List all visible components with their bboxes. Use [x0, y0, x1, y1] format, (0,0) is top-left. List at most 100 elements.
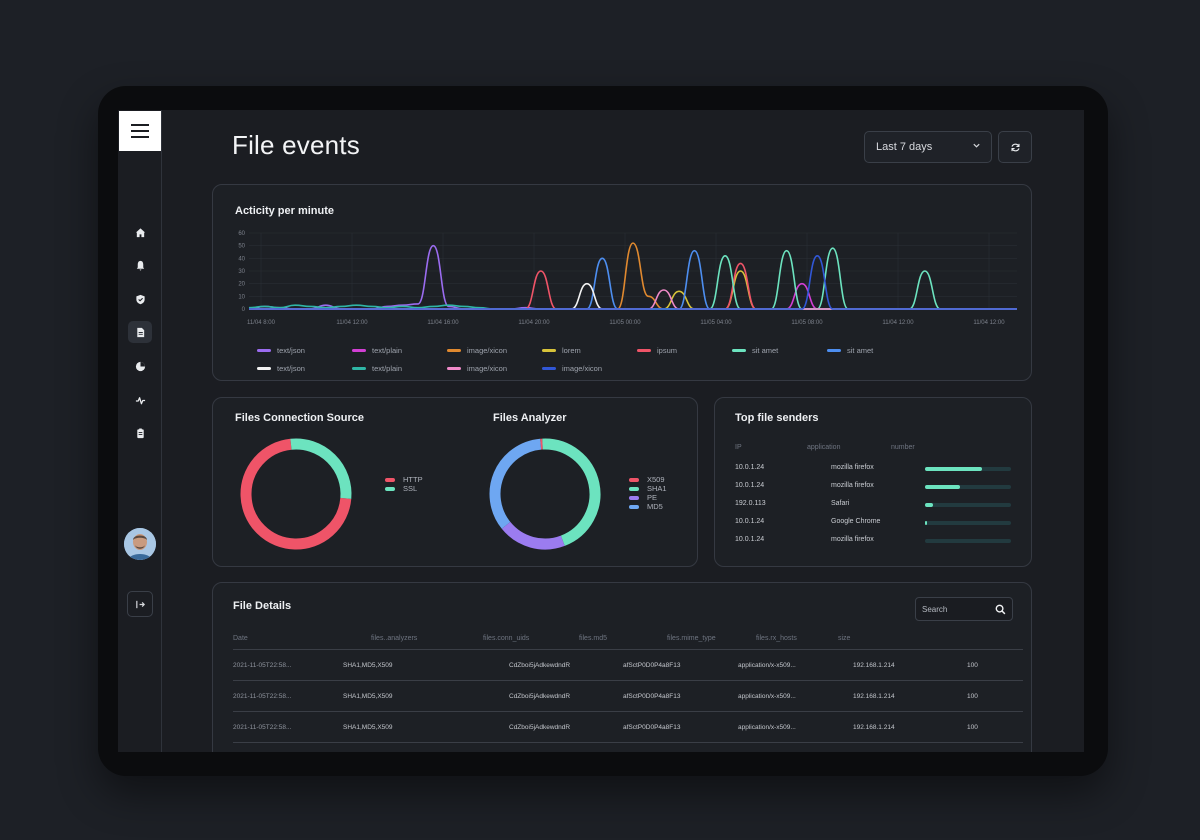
- sender-ip: 192.0.113: [735, 500, 766, 507]
- legend-item[interactable]: SHA1: [629, 484, 667, 493]
- legend-item[interactable]: SSL: [385, 484, 423, 493]
- activity-card: Acticity per minute 0 10 20 30 40 50 60 11/04 8…: [212, 184, 1032, 381]
- legend-item[interactable]: HTTP: [385, 475, 423, 484]
- cell-mime-type: application/x-x509...: [738, 693, 796, 700]
- legend-swatch: [637, 348, 651, 352]
- cell-date: 2021-11-05T22:58...: [233, 693, 292, 700]
- column-header-size[interactable]: size: [838, 635, 851, 642]
- legend-swatch: [629, 477, 639, 482]
- sidebar-item-activity[interactable]: [128, 389, 152, 411]
- column-header-rx-hosts[interactable]: files.rx_hosts: [756, 635, 797, 642]
- donut-slice-http[interactable]: [240, 438, 352, 550]
- x-tick-label: 11/05 04:00: [700, 320, 732, 326]
- donut-slice-pe[interactable]: [501, 521, 565, 550]
- legend-swatch: [447, 348, 461, 352]
- cell-date: 2021-11-05T22:58...: [233, 724, 292, 731]
- cell-rx-hosts: 192.168.1.214: [853, 693, 895, 700]
- hamburger-menu-icon[interactable]: [119, 111, 161, 151]
- sender-row[interactable]: 10.0.1.24 mozilla firefox: [735, 479, 1015, 497]
- sender-application: Google Chrome: [831, 518, 881, 525]
- search-icon: [995, 604, 1006, 615]
- legend-item[interactable]: image/xicon: [447, 346, 542, 355]
- legend-label: SHA1: [647, 484, 667, 493]
- donut-slice-ssl[interactable]: [290, 438, 352, 499]
- date-range-select[interactable]: Last 7 days: [864, 131, 992, 163]
- legend-item[interactable]: sit amet: [827, 346, 922, 355]
- sender-count-bar: [925, 485, 1011, 489]
- sender-count-bar: [925, 539, 1011, 543]
- cell-mime-type: application/x-x509...: [738, 724, 796, 731]
- shield-icon: [135, 294, 145, 304]
- sidebar-item-home[interactable]: [128, 221, 152, 243]
- table-row[interactable]: 2021-11-05T22:58... SHA1,MD5,X509 CdZboi5j…: [233, 649, 1023, 679]
- logout-button[interactable]: [127, 591, 153, 617]
- legend-item[interactable]: sit amet: [732, 346, 827, 355]
- user-avatar-image: [124, 528, 156, 560]
- refresh-icon: [1010, 143, 1020, 151]
- sender-row[interactable]: 192.0.113 Safari: [735, 497, 1015, 515]
- sidebar-item-documents[interactable]: [128, 422, 152, 444]
- legend-label: text/plain: [372, 345, 403, 355]
- table-row[interactable]: 2021-11-05T22:58... SHA1,MD5,X509 CdZboi5j…: [233, 711, 1023, 741]
- search-input[interactable]: [916, 598, 990, 620]
- legend-swatch: [257, 348, 271, 352]
- sender-application: mozilla firefox: [831, 536, 874, 543]
- legend-item[interactable]: text/json: [257, 364, 352, 373]
- legend-item[interactable]: ipsum: [637, 346, 732, 355]
- x-tick-label: 11/04 20:00: [518, 320, 550, 326]
- sender-row[interactable]: 10.0.1.24 mozilla firefox: [735, 533, 1015, 551]
- logout-icon: [135, 600, 145, 608]
- legend-label: SSL: [403, 484, 418, 493]
- cell-size: 100: [967, 693, 978, 700]
- legend-item[interactable]: text/plain: [352, 364, 447, 373]
- avatar[interactable]: [124, 528, 156, 560]
- legend-item[interactable]: MD5: [629, 502, 667, 511]
- top-senders-title: Top file senders: [735, 412, 819, 424]
- column-header-application: application: [807, 444, 841, 451]
- series-line-6: [248, 247, 1017, 310]
- column-header-mime-type[interactable]: files.mime_type: [667, 635, 716, 642]
- legend-swatch: [827, 348, 841, 352]
- legend-swatch: [447, 366, 461, 370]
- legend-item[interactable]: text/json: [257, 346, 352, 355]
- sender-ip: 10.0.1.24: [735, 464, 765, 471]
- search-field[interactable]: [915, 597, 1013, 621]
- legend-label: X509: [647, 475, 665, 484]
- sidebar-item-files[interactable]: [128, 321, 152, 343]
- legend-label: HTTP: [403, 475, 423, 484]
- activity-icon: [135, 396, 145, 404]
- sidebar-item-alerts[interactable]: [128, 254, 152, 276]
- sender-row[interactable]: 10.0.1.24 mozilla firefox: [735, 461, 1015, 479]
- legend-item[interactable]: lorem: [542, 346, 637, 355]
- sender-row[interactable]: 10.0.1.24 Google Chrome: [735, 515, 1015, 533]
- donut-slice-sha1[interactable]: [542, 438, 601, 546]
- legend-label: MD5: [647, 502, 663, 511]
- refresh-button[interactable]: [998, 131, 1032, 163]
- legend-item[interactable]: PE: [629, 493, 667, 502]
- y-tick-label: 20: [238, 282, 245, 288]
- series-line-4: [248, 270, 1017, 310]
- legend-item[interactable]: image/xicon: [542, 364, 637, 373]
- sender-application: mozilla firefox: [831, 482, 874, 489]
- table-row[interactable]: 2021-11-05T22:58... SHA1,MD5,X509 CdZboi5j…: [233, 680, 1023, 710]
- sidebar-item-reports[interactable]: [128, 355, 152, 377]
- sidebar-item-security[interactable]: [128, 288, 152, 310]
- series-line-7: [248, 249, 1017, 310]
- column-header-date[interactable]: Date: [233, 635, 248, 642]
- legend-item[interactable]: X509: [629, 475, 667, 484]
- legend-item[interactable]: image/xicon: [447, 364, 542, 373]
- dashboard-screen: File events Last 7 days Acticity per min…: [118, 110, 1084, 752]
- legend-item[interactable]: text/plain: [352, 346, 447, 355]
- donut-charts-card: Files Connection Source HTTP SSL Files An…: [212, 397, 698, 567]
- page-title: File events: [232, 130, 360, 160]
- column-header-analyzers[interactable]: files..analyzers: [371, 635, 418, 642]
- y-tick-label: 0: [242, 307, 246, 313]
- series-line-1: [248, 244, 1017, 310]
- sender-count-bar-fill: [925, 503, 933, 507]
- sender-count-bar: [925, 503, 1011, 507]
- column-header-conn-uids[interactable]: files.conn_uids: [483, 635, 530, 642]
- donut-slice-md5[interactable]: [489, 438, 542, 529]
- chevron-down-icon: [973, 143, 980, 148]
- column-header-md5[interactable]: files.md5: [579, 635, 608, 642]
- connection-source-legend: HTTP SSL: [385, 475, 423, 493]
